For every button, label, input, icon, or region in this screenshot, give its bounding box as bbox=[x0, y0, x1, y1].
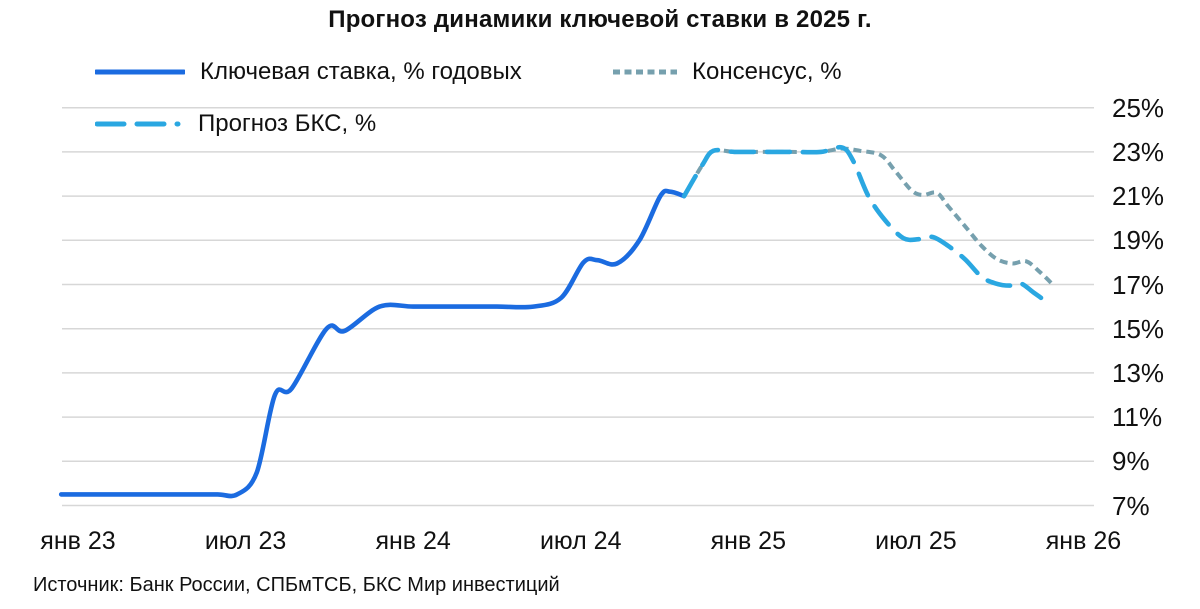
legend-label-consensus: Консенсус, % bbox=[692, 58, 842, 85]
chart-title: Прогноз динамики ключевой ставки в 2025 … bbox=[328, 6, 872, 33]
legend-item-consensus: Консенсус, % bbox=[613, 55, 842, 89]
x-axis-label: июл 23 bbox=[204, 527, 287, 555]
y-axis-label: 21% bbox=[1112, 181, 1165, 212]
source-note: Источник: Банк России, СПБмТСБ, БКС Мир … bbox=[33, 574, 560, 596]
key-rate-line-sample-icon bbox=[95, 69, 185, 75]
y-axis-label: 7% bbox=[1112, 490, 1150, 521]
y-axis-label: 23% bbox=[1112, 136, 1165, 167]
y-axis-label: 19% bbox=[1112, 225, 1165, 256]
series-line-bks bbox=[681, 144, 1051, 306]
y-axis-label: 13% bbox=[1112, 357, 1165, 388]
y-axis-label: 11% bbox=[1112, 402, 1163, 433]
y-axis-label: 9% bbox=[1112, 446, 1150, 477]
x-axis-label: июл 25 bbox=[875, 527, 957, 555]
legend-label-bks: Прогноз БКС, % bbox=[198, 110, 377, 137]
x-axis-label: янв 26 bbox=[1045, 527, 1122, 555]
x-axis-label: июл 24 bbox=[539, 527, 622, 555]
series-line-consensus bbox=[682, 146, 1055, 286]
legend-item-key-rate: Ключевая ставка, % годовых bbox=[95, 55, 522, 89]
series-line-key_rate bbox=[58, 188, 687, 499]
legend-item-bks: Прогноз БКС, % bbox=[95, 107, 376, 141]
legend-label-key-rate: Ключевая ставка, % годовых bbox=[200, 58, 522, 85]
x-axis-label: янв 24 bbox=[375, 527, 451, 555]
x-axis-label: янв 25 bbox=[710, 527, 786, 555]
bks-line-sample-icon bbox=[95, 121, 183, 127]
y-axis-label: 17% bbox=[1112, 269, 1165, 300]
x-axis-label: янв 23 bbox=[40, 527, 116, 555]
y-axis-label: 15% bbox=[1112, 313, 1165, 344]
consensus-line-sample-icon bbox=[613, 69, 677, 75]
y-axis-label: 25% bbox=[1112, 92, 1165, 123]
